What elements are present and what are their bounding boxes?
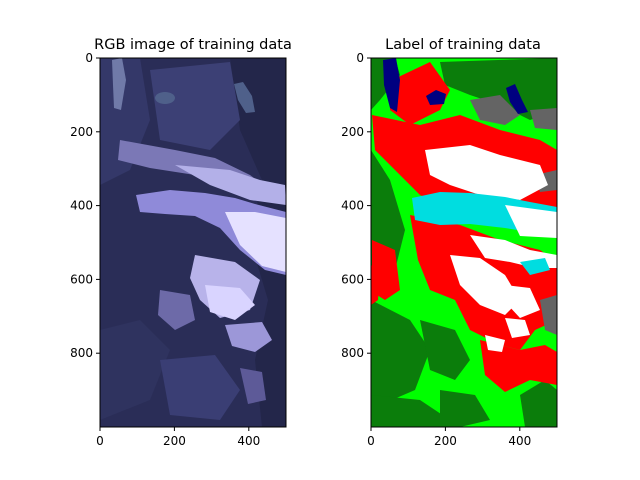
- y-tick-label: 400: [341, 199, 364, 213]
- ticks: 0 200 400 0 200 400 600 800: [70, 51, 260, 448]
- panel-title: RGB image of training data: [94, 37, 292, 53]
- x-tick-label: 200: [163, 434, 186, 448]
- axes-frame: [370, 57, 558, 428]
- rgb-image: [100, 58, 286, 427]
- y-tick-label: 0: [356, 51, 364, 65]
- ticks: 0 200 400 0 200 400 600 800: [341, 51, 531, 448]
- y-tick-label: 800: [70, 346, 93, 360]
- y-tick-label: 0: [85, 51, 93, 65]
- y-tick-label: 600: [70, 272, 93, 286]
- label-image: [371, 58, 557, 427]
- y-tick-label: 400: [70, 199, 93, 213]
- y-tick-label: 800: [341, 346, 364, 360]
- y-tick-label: 600: [341, 272, 364, 286]
- y-tick-label: 200: [341, 125, 364, 139]
- x-tick-label: 0: [367, 434, 375, 448]
- rgb-image-panel: RGB image of training data: [70, 37, 292, 448]
- x-tick-label: 0: [96, 434, 104, 448]
- x-tick-label: 400: [237, 434, 260, 448]
- panel-title: Label of training data: [385, 37, 541, 53]
- label-image-panel: Label of training data: [341, 37, 558, 448]
- x-tick-label: 400: [508, 434, 531, 448]
- x-tick-label: 200: [434, 434, 457, 448]
- axes-frame: [99, 57, 287, 428]
- y-tick-label: 200: [70, 125, 93, 139]
